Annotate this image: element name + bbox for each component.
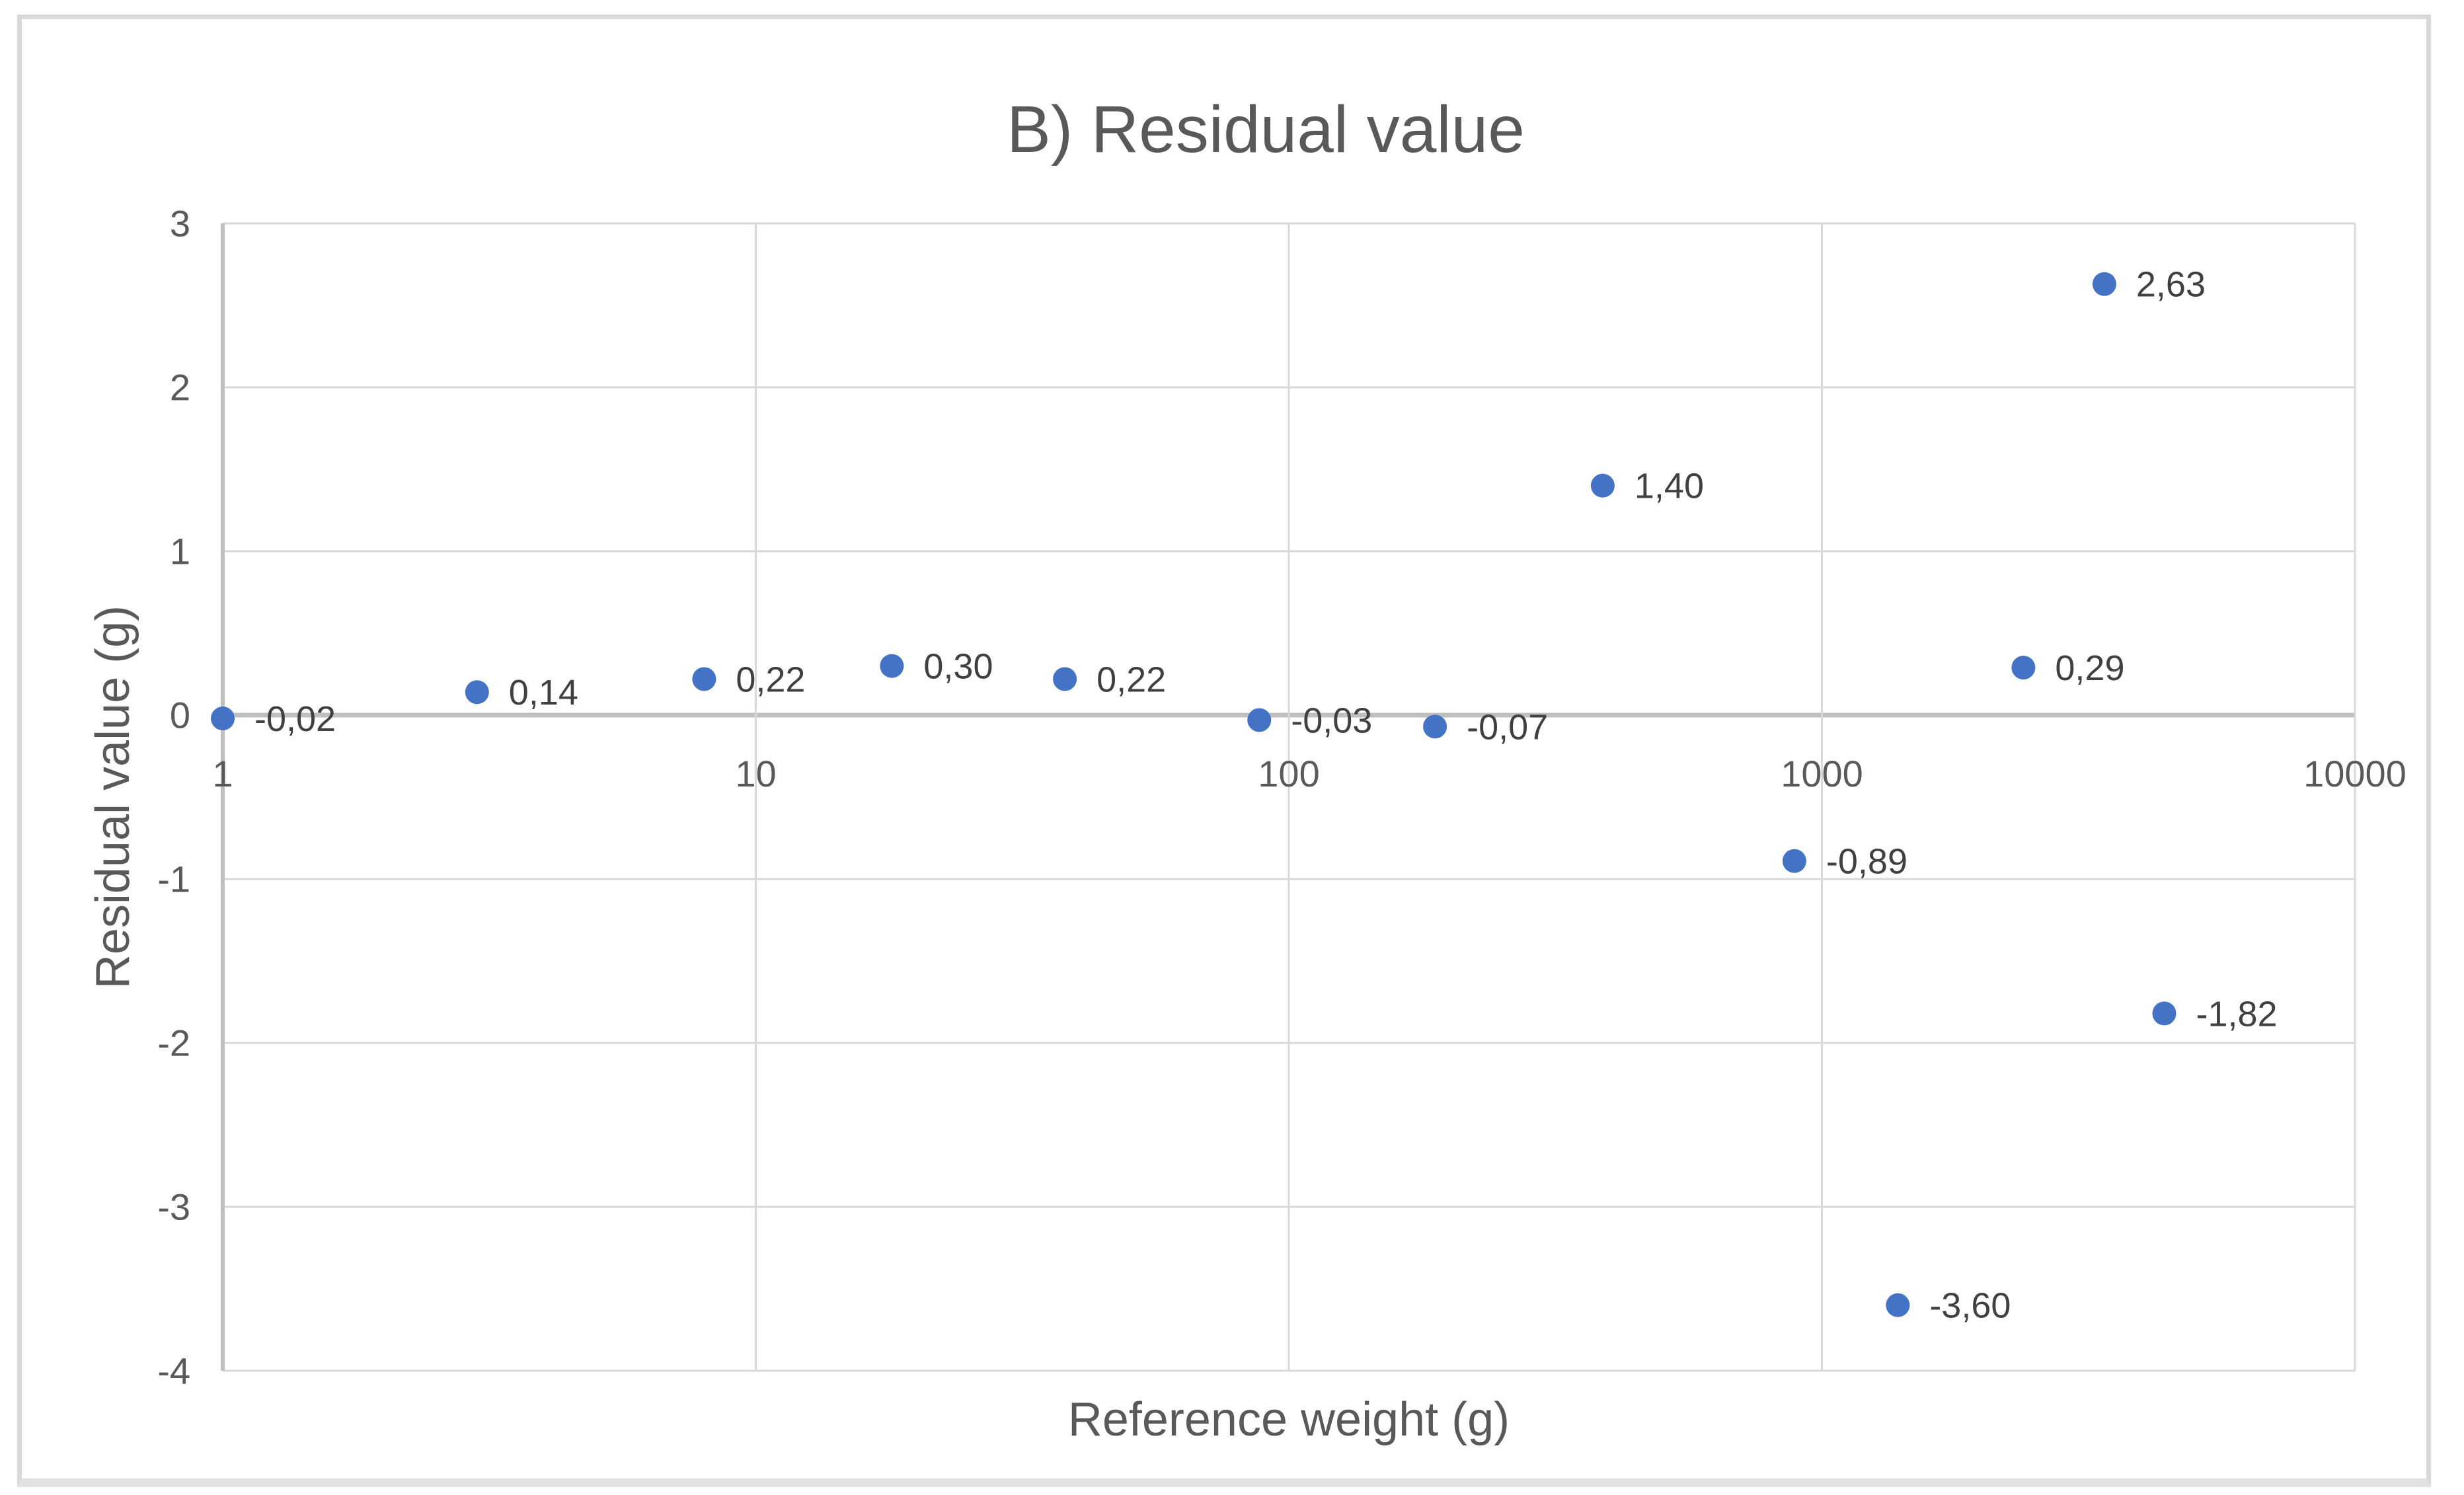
y-tick-label: 1 [170, 531, 190, 572]
y-tick-label: -2 [157, 1022, 190, 1064]
data-point-label: -3,60 [1929, 1286, 2011, 1326]
data-point-marker [2011, 656, 2036, 680]
data-point-marker [465, 680, 489, 705]
y-tick-label: 3 [170, 203, 190, 245]
data-point-label: 1,40 [1635, 467, 1704, 506]
x-tick-label: 10000 [2303, 753, 2406, 794]
data-point-marker [692, 667, 716, 691]
data-point-label: -1,82 [2196, 994, 2277, 1034]
chart-border-frame [17, 15, 2431, 1487]
y-tick-label: 0 [170, 695, 190, 736]
data-point-label: 0,30 [923, 647, 993, 687]
data-point-label: -0,02 [254, 699, 336, 739]
chart-title: B) Residual value [1007, 93, 1525, 167]
data-point-marker [880, 654, 904, 678]
data-point-marker [1053, 667, 1077, 691]
gridlines [221, 222, 2356, 1372]
data-point-label: 0,22 [1097, 660, 1166, 699]
x-axis-title: Reference weight (g) [1068, 1393, 1510, 1446]
data-point-series: -0,02 0,14 0,22 0,30 0,22 -0,03 -0,07 1,40 -0,89… [211, 265, 2278, 1326]
data-point-label: 0,22 [736, 660, 805, 699]
data-point-marker [1423, 714, 1447, 739]
x-tick-label: 100 [1258, 753, 1319, 794]
y-tick-label: -4 [157, 1350, 190, 1392]
data-point-marker [1247, 708, 1272, 732]
data-point-label: -0,89 [1826, 842, 1907, 882]
x-tick-label: 1000 [1781, 753, 1863, 794]
x-tick-label: 1 [212, 753, 233, 794]
data-point-label: -0,03 [1291, 701, 1372, 740]
data-point-label: 0,29 [2055, 648, 2124, 688]
data-point-label: -0,07 [1467, 707, 1548, 747]
y-tick-label: -3 [157, 1186, 190, 1228]
y-tick-label: -1 [157, 859, 190, 900]
data-point-label: 2,63 [2136, 265, 2206, 305]
y-axis-title: Residual value (g) [87, 605, 139, 989]
data-point-marker [1590, 473, 1615, 498]
data-point-marker [211, 706, 235, 730]
data-point-label: 0,14 [509, 673, 578, 712]
x-tick-label: 10 [735, 753, 776, 794]
data-point-marker [2092, 272, 2116, 296]
data-point-marker [1886, 1293, 1910, 1317]
y-tick-label: 2 [170, 367, 190, 408]
data-point-marker [1782, 849, 1806, 873]
data-point-marker [2152, 1001, 2176, 1026]
